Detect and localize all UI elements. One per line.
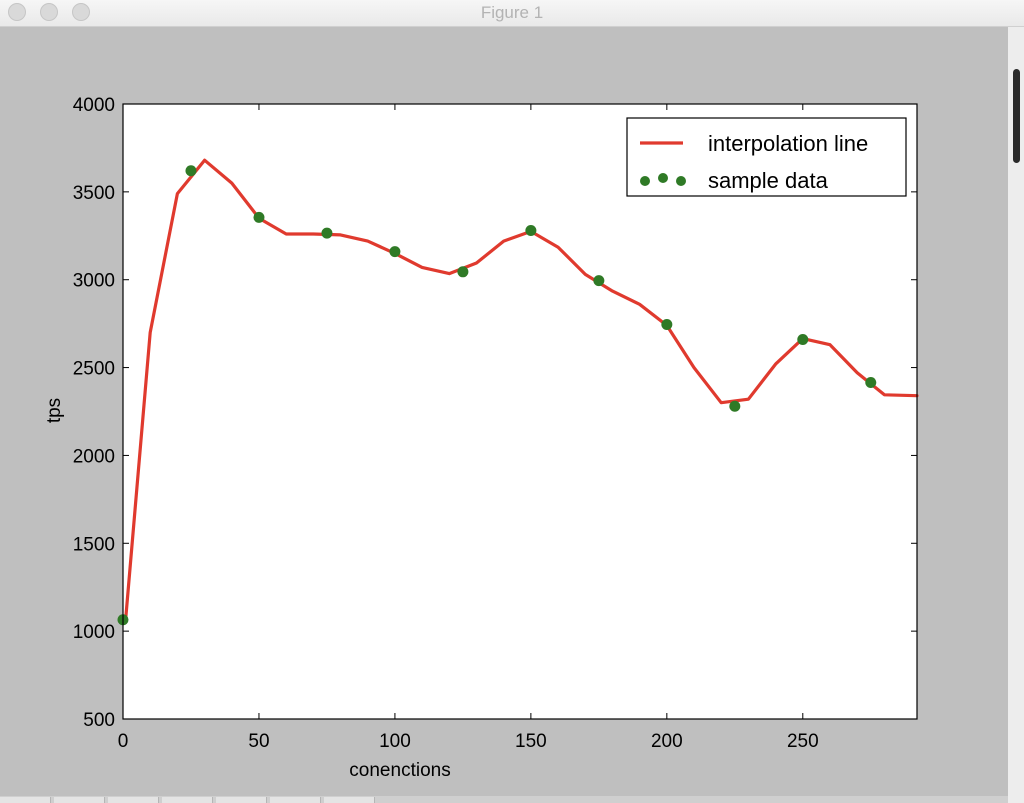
legend-swatch-dot xyxy=(658,173,668,183)
close-window-button[interactable] xyxy=(8,3,26,21)
plot-area xyxy=(123,104,917,719)
toolbar-segment xyxy=(162,797,213,803)
toolbar-segment xyxy=(324,797,375,803)
toolbar-segment xyxy=(0,797,51,803)
x-tick-label: 150 xyxy=(515,731,547,752)
x-tick-label: 200 xyxy=(651,731,683,752)
toolbar-segment xyxy=(216,797,267,803)
y-tick-label: 3000 xyxy=(73,271,115,292)
sample-data-point xyxy=(457,266,469,278)
sample-data-point xyxy=(661,319,673,331)
y-tick-label: 2500 xyxy=(73,359,115,380)
minimize-window-button[interactable] xyxy=(40,3,58,21)
y-axis-label: tps xyxy=(44,398,65,423)
legend-swatch-dot xyxy=(640,176,650,186)
y-tick-label: 1500 xyxy=(73,534,115,555)
legend-swatch-dot xyxy=(676,176,686,186)
sample-data-point xyxy=(525,225,537,237)
chart-canvas: 0 50 100 150 200 250 500 1000 1500 2000 2500 3000 35… xyxy=(44,95,919,781)
sample-data-point xyxy=(185,165,197,177)
series-line-interpolation xyxy=(124,158,919,621)
x-tick-label: 0 xyxy=(118,731,129,752)
toolbar-strip xyxy=(0,796,1008,803)
y-tick-label: 500 xyxy=(83,710,115,731)
sample-data-point xyxy=(389,246,401,258)
y-tick-label: 1000 xyxy=(73,622,115,643)
y-tick-label: 4000 xyxy=(73,95,115,116)
sample-data-point xyxy=(253,211,265,223)
legend-label: sample data xyxy=(708,168,829,193)
legend-label: interpolation line xyxy=(708,131,868,156)
y-tick-label: 2000 xyxy=(73,446,115,467)
window-title: Figure 1 xyxy=(480,3,544,22)
y-tick-label: 3500 xyxy=(73,183,115,204)
sample-data-point xyxy=(797,333,809,345)
toolbar-segment xyxy=(108,797,159,803)
sample-data-point xyxy=(593,275,605,287)
vertical-scrollbar[interactable] xyxy=(1008,27,1024,803)
x-tick-label: 250 xyxy=(787,731,819,752)
zoom-window-button[interactable] xyxy=(72,3,90,21)
legend-box xyxy=(626,117,907,197)
toolbar-segment xyxy=(270,797,321,803)
sample-data-point xyxy=(865,377,877,389)
axes-frame xyxy=(122,103,918,720)
scrollbar-thumb[interactable] xyxy=(1013,69,1020,163)
title-bar[interactable]: Figure 1 xyxy=(0,0,1024,27)
toolbar-segment xyxy=(54,797,105,803)
x-tick-label: 100 xyxy=(379,731,411,752)
x-axis-label: conenctions xyxy=(349,760,450,781)
x-tick-label: 50 xyxy=(248,731,269,752)
sample-data-point xyxy=(321,227,333,239)
sample-data-point xyxy=(729,400,741,412)
